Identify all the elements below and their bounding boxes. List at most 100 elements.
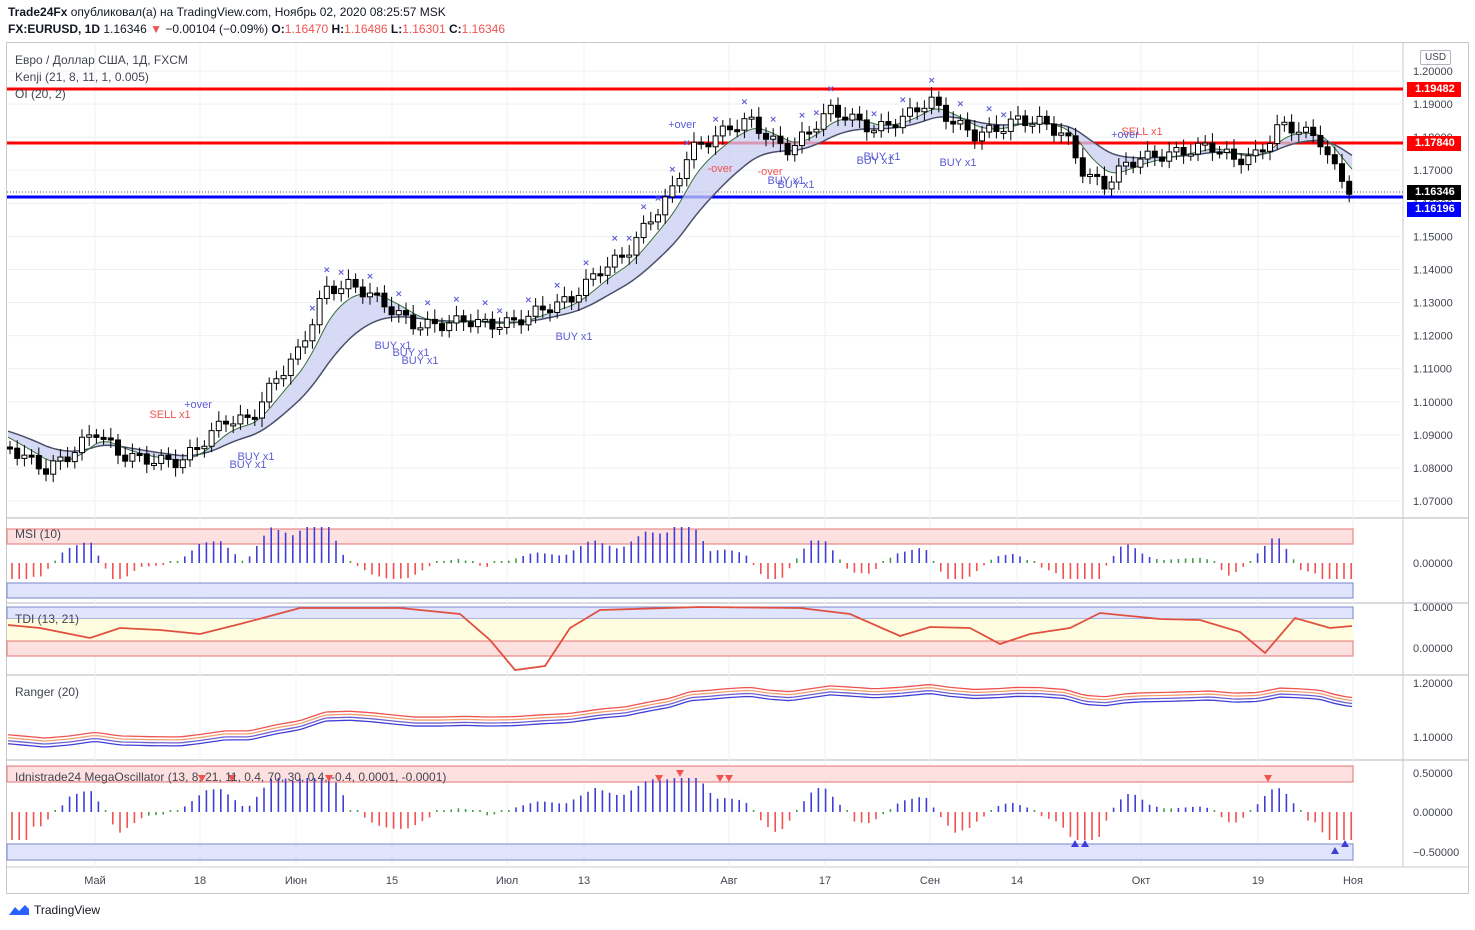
candle-body xyxy=(273,378,280,384)
price-tick-label: 1.11000 xyxy=(1413,364,1452,376)
candle-body xyxy=(647,221,654,225)
mega-oscillator-label[interactable]: Idnistrade24 MegaOscillator (13, 8, 21, … xyxy=(15,770,447,784)
candle-body xyxy=(676,178,683,187)
candle-body xyxy=(1094,173,1101,177)
candle-body xyxy=(863,119,870,133)
candle-body xyxy=(395,310,402,316)
candle-body xyxy=(871,130,877,134)
indicator-oi[interactable]: OI (20, 2) xyxy=(15,87,66,101)
close-value: 1.16346 xyxy=(461,22,506,36)
tdi-line xyxy=(7,606,1353,671)
candle-body xyxy=(287,358,294,377)
time-tick-label: 18 xyxy=(194,875,206,887)
cross-marker: × xyxy=(309,304,317,314)
candle-body xyxy=(1281,121,1288,126)
last-price-tag: 1.16346 xyxy=(1407,185,1461,200)
footer-brand[interactable]: TradingView xyxy=(8,903,100,917)
candle-body xyxy=(424,318,431,329)
candle-body xyxy=(1295,131,1302,135)
candle-body xyxy=(302,340,309,348)
candle-body xyxy=(237,414,244,425)
candle-body xyxy=(439,323,445,332)
time-tick-label: Июл xyxy=(496,875,518,887)
candle-body xyxy=(568,296,575,303)
candle-body xyxy=(1051,123,1057,136)
signal-label: +over xyxy=(184,399,212,411)
signal-label: BUY x1 xyxy=(401,355,438,367)
cross-marker: × xyxy=(654,194,662,204)
cross-marker: × xyxy=(424,298,432,308)
candle-body xyxy=(741,118,748,131)
candle-body xyxy=(669,185,676,198)
candle-body xyxy=(1036,115,1043,125)
candle-body xyxy=(662,196,669,216)
candle-body xyxy=(1151,150,1158,158)
time-tick-label: 14 xyxy=(1011,875,1023,887)
time-tick-label: Авг xyxy=(720,875,737,887)
sell-triangle-icon xyxy=(716,775,724,782)
candle-body xyxy=(410,314,417,330)
cross-marker: × xyxy=(366,272,374,282)
candle-body xyxy=(14,447,21,459)
candle-body xyxy=(928,96,935,109)
price-tick-label: 1.12000 xyxy=(1413,331,1453,343)
price-tick-label: 1.13000 xyxy=(1413,298,1453,310)
candle-body xyxy=(885,121,892,126)
sell-triangle-icon xyxy=(1264,775,1272,782)
cross-marker: × xyxy=(553,281,561,291)
currency-badge[interactable]: USD xyxy=(1420,50,1452,65)
candle-body xyxy=(295,346,301,360)
candle-body xyxy=(1267,143,1273,152)
candle-body xyxy=(763,132,769,140)
candle-body xyxy=(446,322,453,332)
indicator-kenji[interactable]: Kenji (21, 8, 11, 1, 0.005) xyxy=(15,70,149,84)
pane-tick-label: 0.50000 xyxy=(1413,768,1453,780)
candle-body xyxy=(971,129,978,142)
candle-body xyxy=(849,113,856,121)
candle-body xyxy=(1015,115,1021,120)
msi-label[interactable]: MSI (10) xyxy=(15,527,62,541)
candle-body xyxy=(86,434,93,438)
candle-body xyxy=(1130,161,1137,168)
candle-body xyxy=(554,301,561,313)
publisher-name[interactable]: Trade24Fx xyxy=(8,5,68,19)
cross-marker: × xyxy=(985,104,993,114)
candle-body xyxy=(1137,158,1144,168)
candle-body xyxy=(547,309,553,313)
candle-body xyxy=(575,294,582,303)
candle-body xyxy=(57,456,64,462)
ranger-label[interactable]: Ranger (20) xyxy=(15,685,80,699)
candle-body xyxy=(835,104,841,118)
tradingview-logo-icon xyxy=(9,905,29,915)
signal-label: BUY x1 xyxy=(863,151,900,163)
resistance-1-tag: 1.19482 xyxy=(1407,82,1461,97)
candle-body xyxy=(35,455,42,470)
time-tick-label: Май xyxy=(84,875,106,887)
candle-body xyxy=(755,116,762,134)
high-value: 1.16486 xyxy=(344,22,388,36)
candle-body xyxy=(1231,148,1237,160)
tdi-label[interactable]: TDI (13, 21) xyxy=(15,612,80,626)
signal-label: SELL x1 xyxy=(149,409,190,421)
candle-body xyxy=(561,296,568,303)
candle-body xyxy=(1115,165,1122,183)
signal-label: BUY x1 xyxy=(856,155,893,167)
resistance-2-tag: 1.17840 xyxy=(1407,136,1461,151)
price-tick-label: 1.08000 xyxy=(1413,463,1453,475)
time-tick-label: 17 xyxy=(819,875,831,887)
candle-body xyxy=(115,439,121,456)
price-tick-label: 1.17000 xyxy=(1413,165,1453,177)
open-value: 1.16470 xyxy=(284,22,329,36)
candle-body xyxy=(964,119,971,131)
candle-body xyxy=(1187,153,1194,157)
candle-body xyxy=(921,107,928,113)
candle-body xyxy=(705,142,712,148)
candle-body xyxy=(359,286,366,298)
candle-body xyxy=(338,288,345,295)
candle-body xyxy=(1058,132,1065,136)
candle-body xyxy=(518,319,525,326)
chart-frame[interactable] xyxy=(6,42,1469,894)
sell-triangle-icon xyxy=(325,775,333,782)
candle-body xyxy=(1000,130,1007,134)
